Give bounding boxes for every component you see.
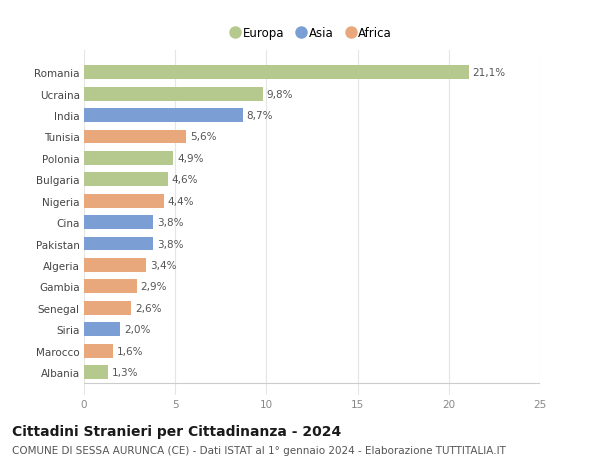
Bar <box>84 280 137 294</box>
Text: 4,4%: 4,4% <box>168 196 194 206</box>
Bar <box>84 237 154 251</box>
Text: 2,0%: 2,0% <box>124 325 151 335</box>
Text: 4,9%: 4,9% <box>177 154 203 163</box>
Text: 3,4%: 3,4% <box>149 260 176 270</box>
Text: 3,8%: 3,8% <box>157 239 184 249</box>
Text: 1,3%: 1,3% <box>112 367 138 377</box>
Bar <box>84 88 263 101</box>
Text: COMUNE DI SESSA AURUNCA (CE) - Dati ISTAT al 1° gennaio 2024 - Elaborazione TUTT: COMUNE DI SESSA AURUNCA (CE) - Dati ISTA… <box>12 445 506 455</box>
Bar <box>84 194 164 208</box>
Text: 2,6%: 2,6% <box>135 303 161 313</box>
Bar <box>84 216 154 230</box>
Bar <box>84 323 121 336</box>
Text: 2,9%: 2,9% <box>140 282 167 291</box>
Text: 4,6%: 4,6% <box>172 175 198 185</box>
Bar <box>84 109 242 123</box>
Bar <box>84 151 173 166</box>
Bar <box>84 66 469 80</box>
Text: 8,7%: 8,7% <box>247 111 273 121</box>
Text: 9,8%: 9,8% <box>266 90 293 100</box>
Text: 5,6%: 5,6% <box>190 132 216 142</box>
Bar <box>84 173 168 187</box>
Legend: Europa, Asia, Africa: Europa, Asia, Africa <box>227 22 397 45</box>
Bar <box>84 301 131 315</box>
Bar <box>84 365 108 379</box>
Text: Cittadini Stranieri per Cittadinanza - 2024: Cittadini Stranieri per Cittadinanza - 2… <box>12 425 341 438</box>
Text: 21,1%: 21,1% <box>473 68 506 78</box>
Bar <box>84 344 113 358</box>
Text: 3,8%: 3,8% <box>157 218 184 228</box>
Bar <box>84 258 146 272</box>
Bar <box>84 130 186 144</box>
Text: 1,6%: 1,6% <box>117 346 143 356</box>
